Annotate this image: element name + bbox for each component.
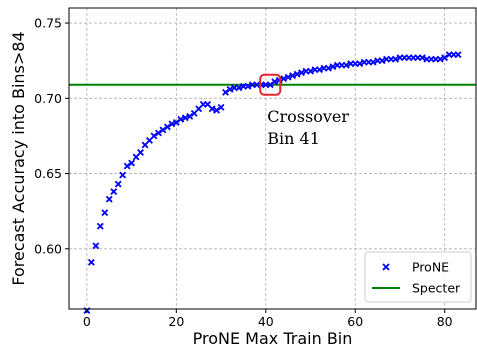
prone-point	[436, 55, 444, 63]
legend-x-marker	[382, 263, 390, 271]
legend-box	[364, 251, 472, 303]
prone-point	[316, 66, 323, 74]
prone-point	[150, 132, 158, 140]
prone-point	[168, 120, 176, 128]
prone-point	[284, 73, 292, 81]
prone-point	[418, 54, 426, 62]
prone-point	[159, 126, 167, 134]
prone-point	[329, 63, 337, 71]
y-tick-label: 0.70	[34, 91, 62, 106]
prone-point	[289, 72, 297, 80]
axis-ticks: 0 20 40 60 80 0.60 0.65 0.70 0.75	[34, 16, 453, 329]
prone-point	[217, 103, 225, 111]
prone-point	[226, 85, 234, 93]
prone-point	[293, 70, 301, 78]
x-tick-label: 20	[168, 314, 184, 329]
prone-point	[137, 149, 144, 156]
prone-point	[101, 209, 109, 217]
prone-point	[266, 81, 274, 89]
prone-series	[83, 51, 462, 314]
prone-point	[123, 162, 131, 170]
x-tick-label: 0	[83, 314, 91, 329]
y-tick-label: 0.60	[34, 241, 62, 256]
prone-point	[307, 67, 314, 75]
x-tick-label: 60	[347, 314, 363, 329]
x-tick-label: 40	[258, 314, 274, 329]
prone-point	[96, 222, 104, 230]
prone-point	[235, 84, 243, 92]
y-axis-label: Forecast Accuracy into Bins>84	[9, 31, 28, 285]
prone-point	[87, 258, 95, 266]
prone-point	[324, 64, 332, 72]
crossover-annotation-bin: Bin 41	[267, 129, 320, 148]
legend: ProNE Specter	[364, 251, 472, 303]
prone-point	[177, 115, 185, 123]
plot-frame	[68, 7, 477, 310]
legend-label-prone: ProNE	[412, 260, 449, 275]
prone-point	[369, 58, 377, 66]
crossover-highlight-box	[259, 73, 282, 96]
prone-point	[454, 51, 462, 59]
prone-point	[213, 106, 221, 114]
prone-point	[181, 114, 189, 122]
prone-point	[342, 61, 350, 69]
prone-point	[222, 88, 229, 96]
prone-point	[110, 188, 118, 196]
prone-point	[186, 112, 194, 120]
legend-marker-prone	[382, 263, 390, 271]
prone-point	[392, 55, 399, 63]
prone-point	[378, 57, 386, 65]
prone-point	[441, 54, 449, 62]
prone-point	[119, 171, 127, 179]
prone-point	[172, 118, 180, 126]
prone-point	[244, 82, 252, 90]
prone-point	[356, 60, 364, 68]
prone-point	[208, 105, 216, 113]
legend-label-specter: Specter	[412, 281, 461, 296]
prone-point	[114, 180, 122, 188]
x-tick-label: 80	[437, 314, 453, 329]
prone-point	[105, 195, 113, 203]
x-axis-label: ProNE Max Train Bin	[193, 329, 353, 348]
prone-point	[298, 69, 306, 77]
prone-point	[128, 159, 136, 167]
prone-point	[92, 242, 100, 250]
crossover-annotation-title: Crossover	[267, 107, 349, 126]
prone-point	[155, 129, 162, 137]
prone-point	[163, 123, 171, 131]
y-tick-label: 0.65	[34, 166, 62, 181]
prone-point	[271, 78, 279, 86]
y-tick-label: 0.75	[34, 16, 62, 31]
prone-point	[280, 75, 288, 83]
